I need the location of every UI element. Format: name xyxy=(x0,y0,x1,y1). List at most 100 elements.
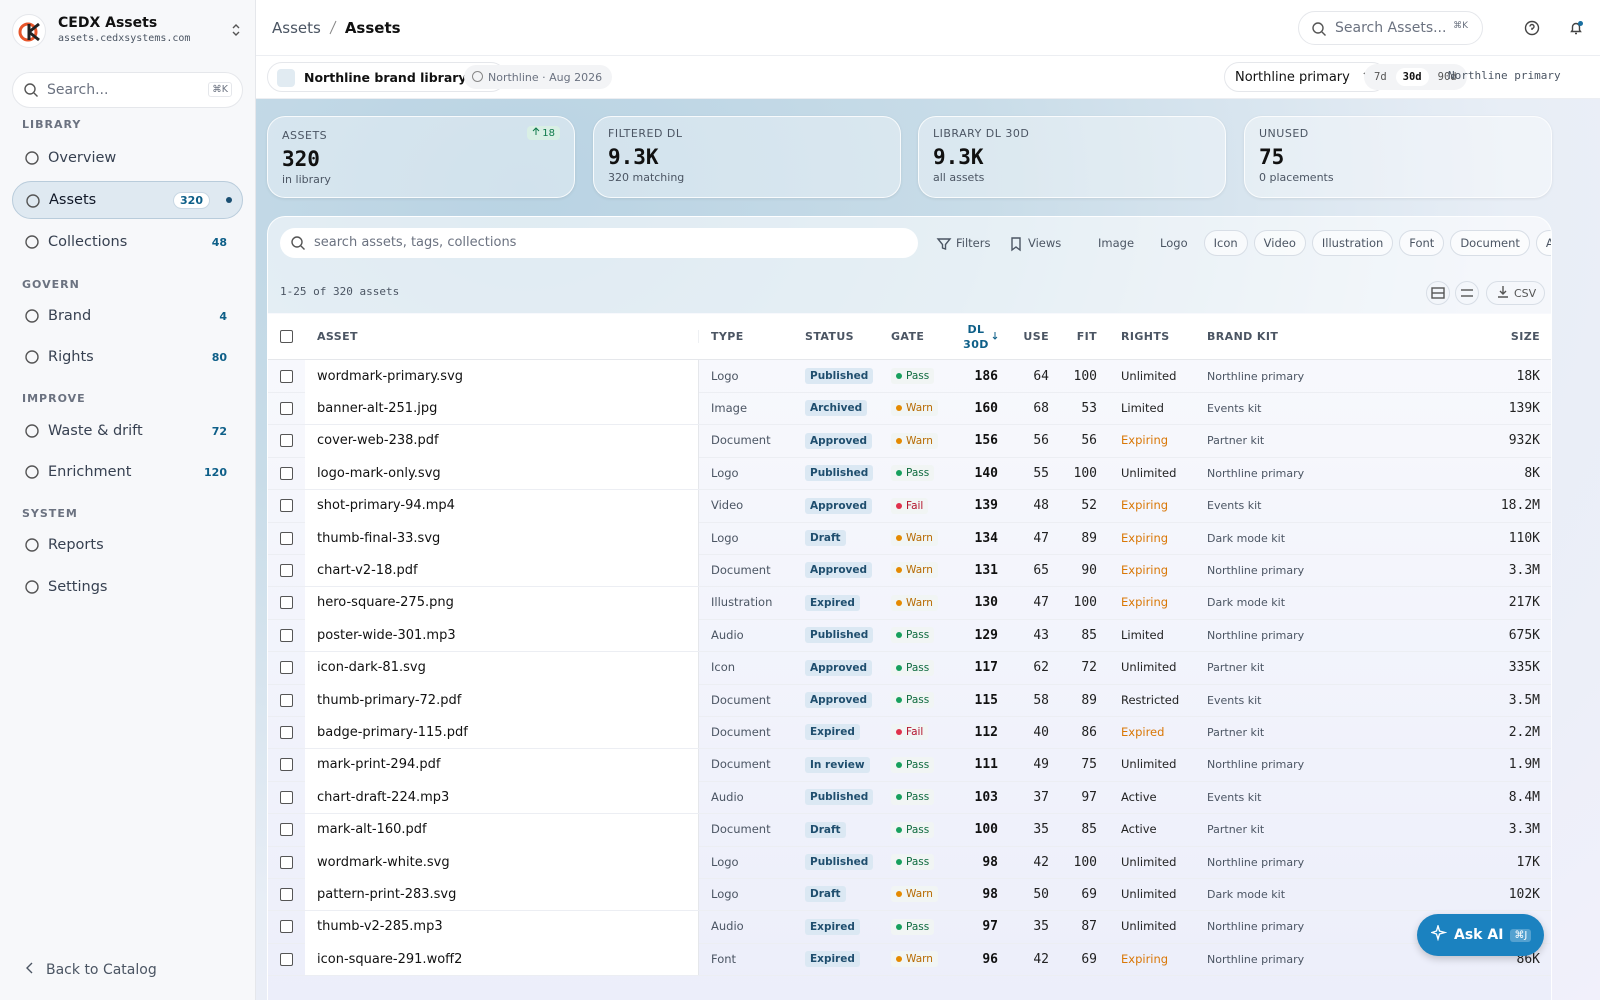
table-row[interactable]: logo-mark-only.svg Logo Published Pass 140 55… xyxy=(268,457,1551,491)
status-cell: Published xyxy=(793,789,883,806)
column-label[interactable]: DL 30D xyxy=(963,322,989,351)
kit-select[interactable]: Northline primary xyxy=(1224,62,1387,92)
notifications[interactable] xyxy=(1568,20,1584,40)
checkbox[interactable] xyxy=(280,434,293,448)
nav-item[interactable]: Waste & drift 72 xyxy=(12,412,243,450)
type-chip[interactable]: Font xyxy=(1399,230,1445,256)
checkbox[interactable] xyxy=(280,401,293,415)
table-row[interactable]: badge-primary-115.pdf Document Expired Fail… xyxy=(268,716,1551,750)
table-row[interactable]: thumb-v2-285.mp3 Audio Expired Pass 97 35 87 Un… xyxy=(268,910,1551,944)
checkbox[interactable] xyxy=(280,369,293,383)
type-chip[interactable]: Illustration xyxy=(1311,230,1394,256)
asset-type: Document xyxy=(711,433,771,448)
header-search[interactable]: Search Assets... ⌘K xyxy=(1298,11,1483,45)
table-row[interactable]: cover-web-238.pdf Document Approved Warn 156… xyxy=(268,424,1551,458)
icon-shape xyxy=(33,92,38,97)
column-label[interactable]: TYPE xyxy=(711,330,744,343)
type-chip[interactable]: Document xyxy=(1450,230,1530,256)
ask-ai-button[interactable]: Ask AI ⌘J xyxy=(1417,914,1544,956)
range-option[interactable]: 7d xyxy=(1374,71,1387,83)
nav-item[interactable]: Collections 48 xyxy=(12,223,243,261)
table-row[interactable]: wordmark-white.svg Logo Published Pass 98 42 1… xyxy=(268,846,1551,879)
checkbox[interactable] xyxy=(280,823,293,837)
nav-item[interactable]: Rights 80 xyxy=(12,338,243,376)
column-label[interactable]: SIZE xyxy=(1510,330,1540,343)
filters-button[interactable]: Filters xyxy=(936,236,990,255)
table-row[interactable]: shot-primary-94.mp4 Video Approved Fail 139 4… xyxy=(268,489,1551,523)
checkbox[interactable] xyxy=(280,596,293,610)
size-cell: 1.9M xyxy=(1441,757,1551,773)
type-chip[interactable]: Logo xyxy=(1160,236,1188,250)
column-label[interactable]: BRAND KIT xyxy=(1207,330,1279,343)
column-label[interactable]: GATE xyxy=(891,330,925,343)
column-label[interactable]: STATUS xyxy=(805,330,854,343)
checkbox[interactable] xyxy=(280,693,293,707)
table-row[interactable]: poster-wide-301.mp3 Audio Published Pass 129… xyxy=(268,619,1551,653)
column-label[interactable]: FIT xyxy=(1076,330,1097,343)
table-row[interactable]: wordmark-primary.svg Logo Published Pass 186… xyxy=(268,360,1551,393)
stat-card: LIBRARY DL 30D 9.3K all assets xyxy=(918,116,1226,198)
column-label[interactable]: ASSET xyxy=(317,330,358,343)
metric: 37 xyxy=(1033,789,1049,805)
nav-item[interactable]: Brand 4 xyxy=(12,297,243,335)
status-badge: Archived xyxy=(805,400,868,417)
table-row[interactable]: mark-alt-160.pdf Document Draft Pass 100 35 85… xyxy=(268,813,1551,847)
range-option[interactable]: 90d xyxy=(1437,71,1457,83)
nav-item[interactable]: Overview xyxy=(12,139,243,177)
sidebar-search[interactable]: Search... ⌘K xyxy=(12,72,243,108)
table-row[interactable]: chart-draft-224.mp3 Audio Published Pass 103… xyxy=(268,781,1551,815)
type-cell: Audio xyxy=(699,919,793,934)
type-chip[interactable]: Audio xyxy=(1535,230,1551,256)
checkbox[interactable] xyxy=(280,661,293,675)
checkbox[interactable] xyxy=(280,499,293,513)
table-row[interactable]: thumb-primary-72.pdf Document Approved Pass… xyxy=(268,684,1551,717)
table-row[interactable]: chart-v2-18.pdf Document Approved Warn 131 65… xyxy=(268,554,1551,588)
table-row[interactable]: mark-print-294.pdf Document In review Pass 1… xyxy=(268,748,1551,782)
table-row[interactable]: banner-alt-251.jpg Image Archived Warn 160 68… xyxy=(268,392,1551,426)
back-label: Back to Catalog xyxy=(46,962,157,978)
type-chip[interactable]: Icon xyxy=(1203,230,1248,256)
column-label[interactable]: USE xyxy=(1023,330,1049,343)
checkbox[interactable] xyxy=(280,725,293,739)
brand-kit-cell: Northline primary xyxy=(1199,369,1441,384)
column-label[interactable]: RIGHTS xyxy=(1121,330,1170,343)
table-row[interactable]: thumb-final-33.svg Logo Draft Warn 134 47 89 Ex… xyxy=(268,522,1551,555)
density-button[interactable] xyxy=(1426,281,1450,305)
size: 1.9M xyxy=(1508,757,1540,773)
breadcrumb-item[interactable]: Assets xyxy=(272,19,321,37)
checkbox[interactable] xyxy=(280,563,293,577)
search-icon xyxy=(1311,21,1327,41)
csv-button[interactable]: CSV xyxy=(1486,281,1546,305)
gate-label: Warn xyxy=(906,532,933,544)
nav-item[interactable]: Reports xyxy=(12,526,243,564)
icon-shape xyxy=(1321,31,1326,36)
checkbox[interactable] xyxy=(280,887,293,901)
table-row[interactable]: pattern-print-283.svg Logo Draft Warn 98 50 69… xyxy=(268,878,1551,912)
help-button[interactable] xyxy=(1524,20,1540,40)
checkbox[interactable] xyxy=(280,952,293,966)
views-button[interactable]: Views xyxy=(1008,236,1061,255)
table-row[interactable]: icon-dark-81.svg Icon Approved Pass 117 62 72 U… xyxy=(268,651,1551,685)
table-row[interactable]: icon-square-291.woff2 Font Expired Warn 96 42… xyxy=(268,943,1551,977)
type-chip[interactable]: Video xyxy=(1253,230,1306,256)
checkbox[interactable] xyxy=(280,531,293,545)
nav-item[interactable]: Settings xyxy=(12,568,243,606)
checkbox[interactable] xyxy=(280,628,293,642)
checkbox[interactable] xyxy=(280,920,293,934)
nav-item[interactable]: Enrichment 120 xyxy=(12,453,243,491)
checkbox[interactable] xyxy=(280,466,293,480)
type-chip[interactable]: Image xyxy=(1098,236,1135,250)
asset-cell: pattern-print-283.svg xyxy=(305,878,699,911)
table-row[interactable]: hero-square-275.png Illustration Expired Wa… xyxy=(268,586,1551,620)
back-link[interactable]: Back to Catalog xyxy=(22,960,157,980)
table-search[interactable]: search assets, tags, collections xyxy=(280,228,918,258)
checkbox[interactable] xyxy=(280,758,293,772)
nav-item[interactable]: Assets 320 xyxy=(12,181,243,219)
nav-label: Assets xyxy=(49,192,97,208)
stat-label: ASSETS xyxy=(282,129,328,142)
checkbox[interactable] xyxy=(280,330,293,343)
columns-button[interactable] xyxy=(1455,281,1479,305)
checkbox[interactable] xyxy=(280,790,293,804)
range-option[interactable]: 30d xyxy=(1395,68,1429,86)
checkbox[interactable] xyxy=(280,855,293,869)
